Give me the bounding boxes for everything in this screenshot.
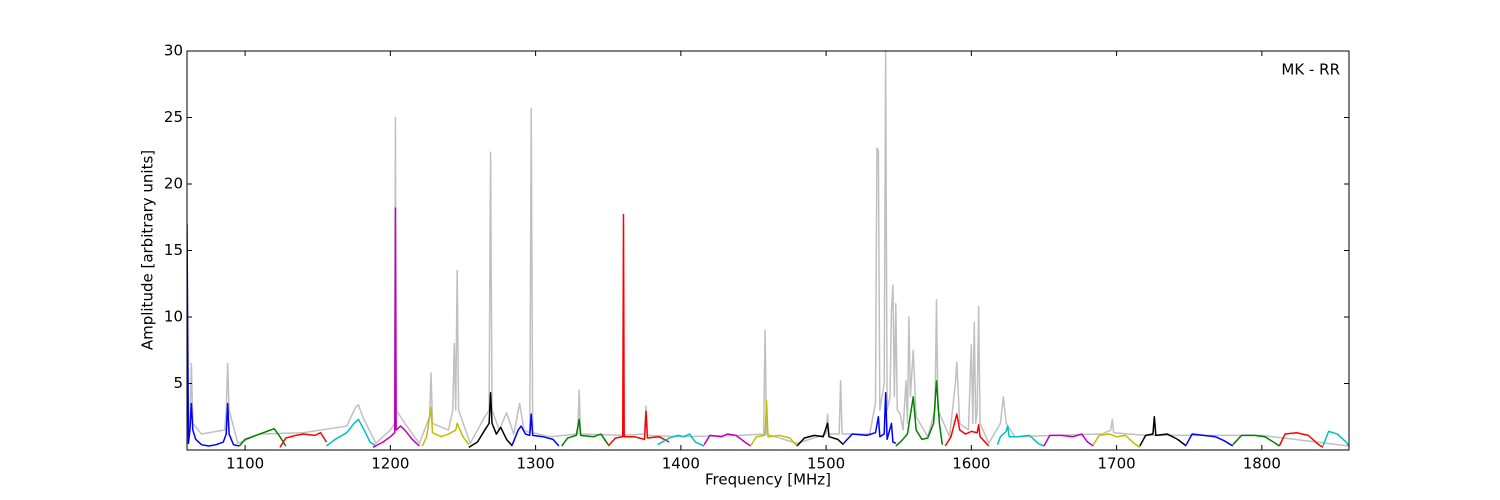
x-tick-label: 1100: [226, 455, 264, 473]
spectrum-line: [749, 400, 798, 447]
x-tick-label: 1800: [1243, 455, 1281, 473]
y-tick-label: 15: [164, 241, 183, 259]
y-tick-label: 30: [164, 42, 183, 60]
spectrum-line: [372, 207, 420, 449]
spectrum-line: [279, 431, 328, 448]
spectrum-line: [511, 413, 560, 447]
spectrum-line: [607, 213, 670, 447]
spectrum-line: [238, 427, 287, 447]
spectrum-line: [1043, 433, 1094, 447]
spectrum-line: [1278, 431, 1324, 448]
spectrum-line: [325, 418, 377, 447]
spectrum-line: [703, 433, 751, 447]
spectrum-line: [944, 413, 990, 447]
spectrum-line: [996, 425, 1045, 447]
x-tick-label: 1300: [517, 455, 555, 473]
x-tick-label: 1200: [371, 455, 409, 473]
y-tick-label: 5: [173, 374, 183, 392]
spectrum-line: [561, 418, 609, 447]
annotation: MK - RR: [1281, 61, 1340, 79]
spectrum-line: [1322, 430, 1349, 447]
y-tick-label: 25: [164, 108, 183, 126]
spectrum-line: [1139, 416, 1187, 447]
x-tick-label: 1700: [1098, 455, 1136, 473]
spectrum-line: [657, 433, 705, 447]
x-tick-label: 1500: [807, 455, 845, 473]
x-axis-label: Frequency [MHz]: [705, 471, 831, 489]
spectrum-line: [796, 422, 845, 447]
spectrum-line: [421, 406, 470, 447]
spectrum-line: [1092, 433, 1141, 448]
spectrum-line: [187, 223, 240, 447]
y-tick-label: 20: [164, 175, 183, 193]
spectrum-line: [187, 50, 1349, 447]
y-axis-label: Amplitude [arbitrary units]: [139, 150, 157, 350]
spectrum-line: [1232, 434, 1280, 447]
x-tick-label: 1600: [952, 455, 990, 473]
spectrum-line: [842, 392, 897, 445]
plot-frame: [186, 50, 1350, 451]
spectrum-line: [1185, 433, 1234, 447]
spectrum-line: [895, 380, 944, 447]
spectrum-line: [468, 392, 513, 448]
x-tick-label: 1400: [662, 455, 700, 473]
y-tick-label: 10: [164, 308, 183, 326]
